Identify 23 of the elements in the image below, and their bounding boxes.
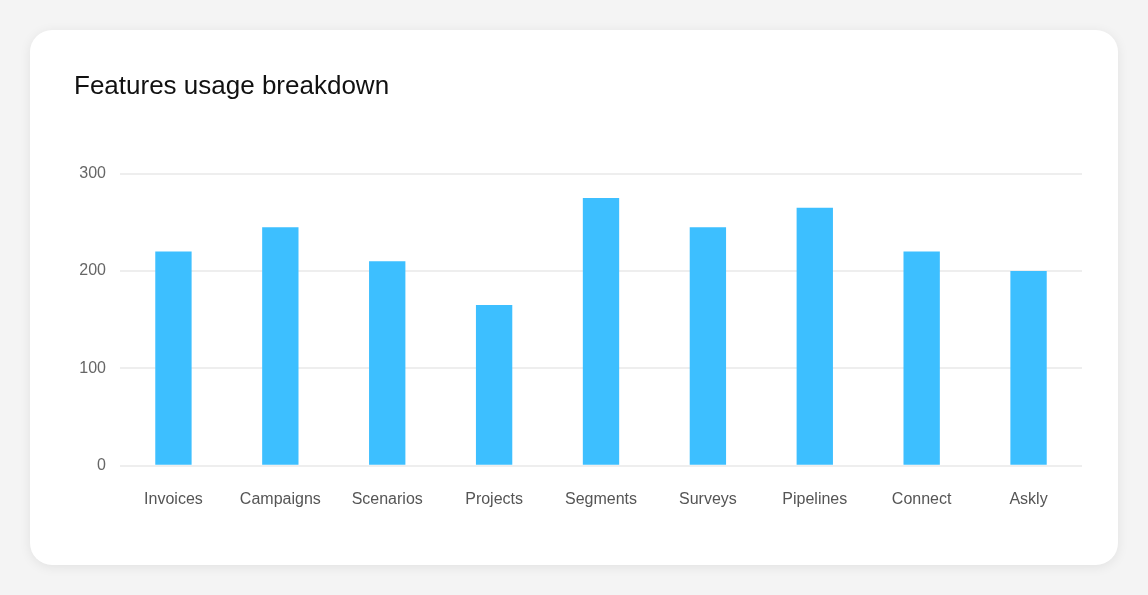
x-tick-label: Connect — [891, 489, 953, 507]
bar — [689, 227, 727, 465]
x-tick-label: Pipelines — [782, 489, 848, 507]
bar — [155, 251, 192, 465]
x-tick-label: Campaigns — [239, 489, 321, 507]
x-tick-label: Scenarios — [351, 489, 423, 507]
bar — [1010, 271, 1047, 465]
x-tick-label: Invoices — [144, 489, 203, 507]
x-tick-label: Askly — [1009, 489, 1048, 507]
bar — [903, 251, 940, 465]
y-tick-label: 300 — [79, 164, 107, 182]
x-tick-label: Projects — [465, 489, 524, 507]
x-tick-label: Segments — [564, 489, 638, 507]
bar — [796, 207, 833, 465]
y-tick-label: 100 — [79, 358, 107, 376]
bar — [582, 197, 620, 465]
y-tick-label: 0 — [97, 456, 107, 474]
y-tick-label: 200 — [79, 261, 107, 279]
bar — [262, 227, 299, 465]
bar — [475, 305, 513, 465]
chart-title: Features usage breakdown — [74, 70, 390, 101]
x-tick-label: Surveys — [678, 489, 737, 507]
bar — [369, 261, 406, 465]
